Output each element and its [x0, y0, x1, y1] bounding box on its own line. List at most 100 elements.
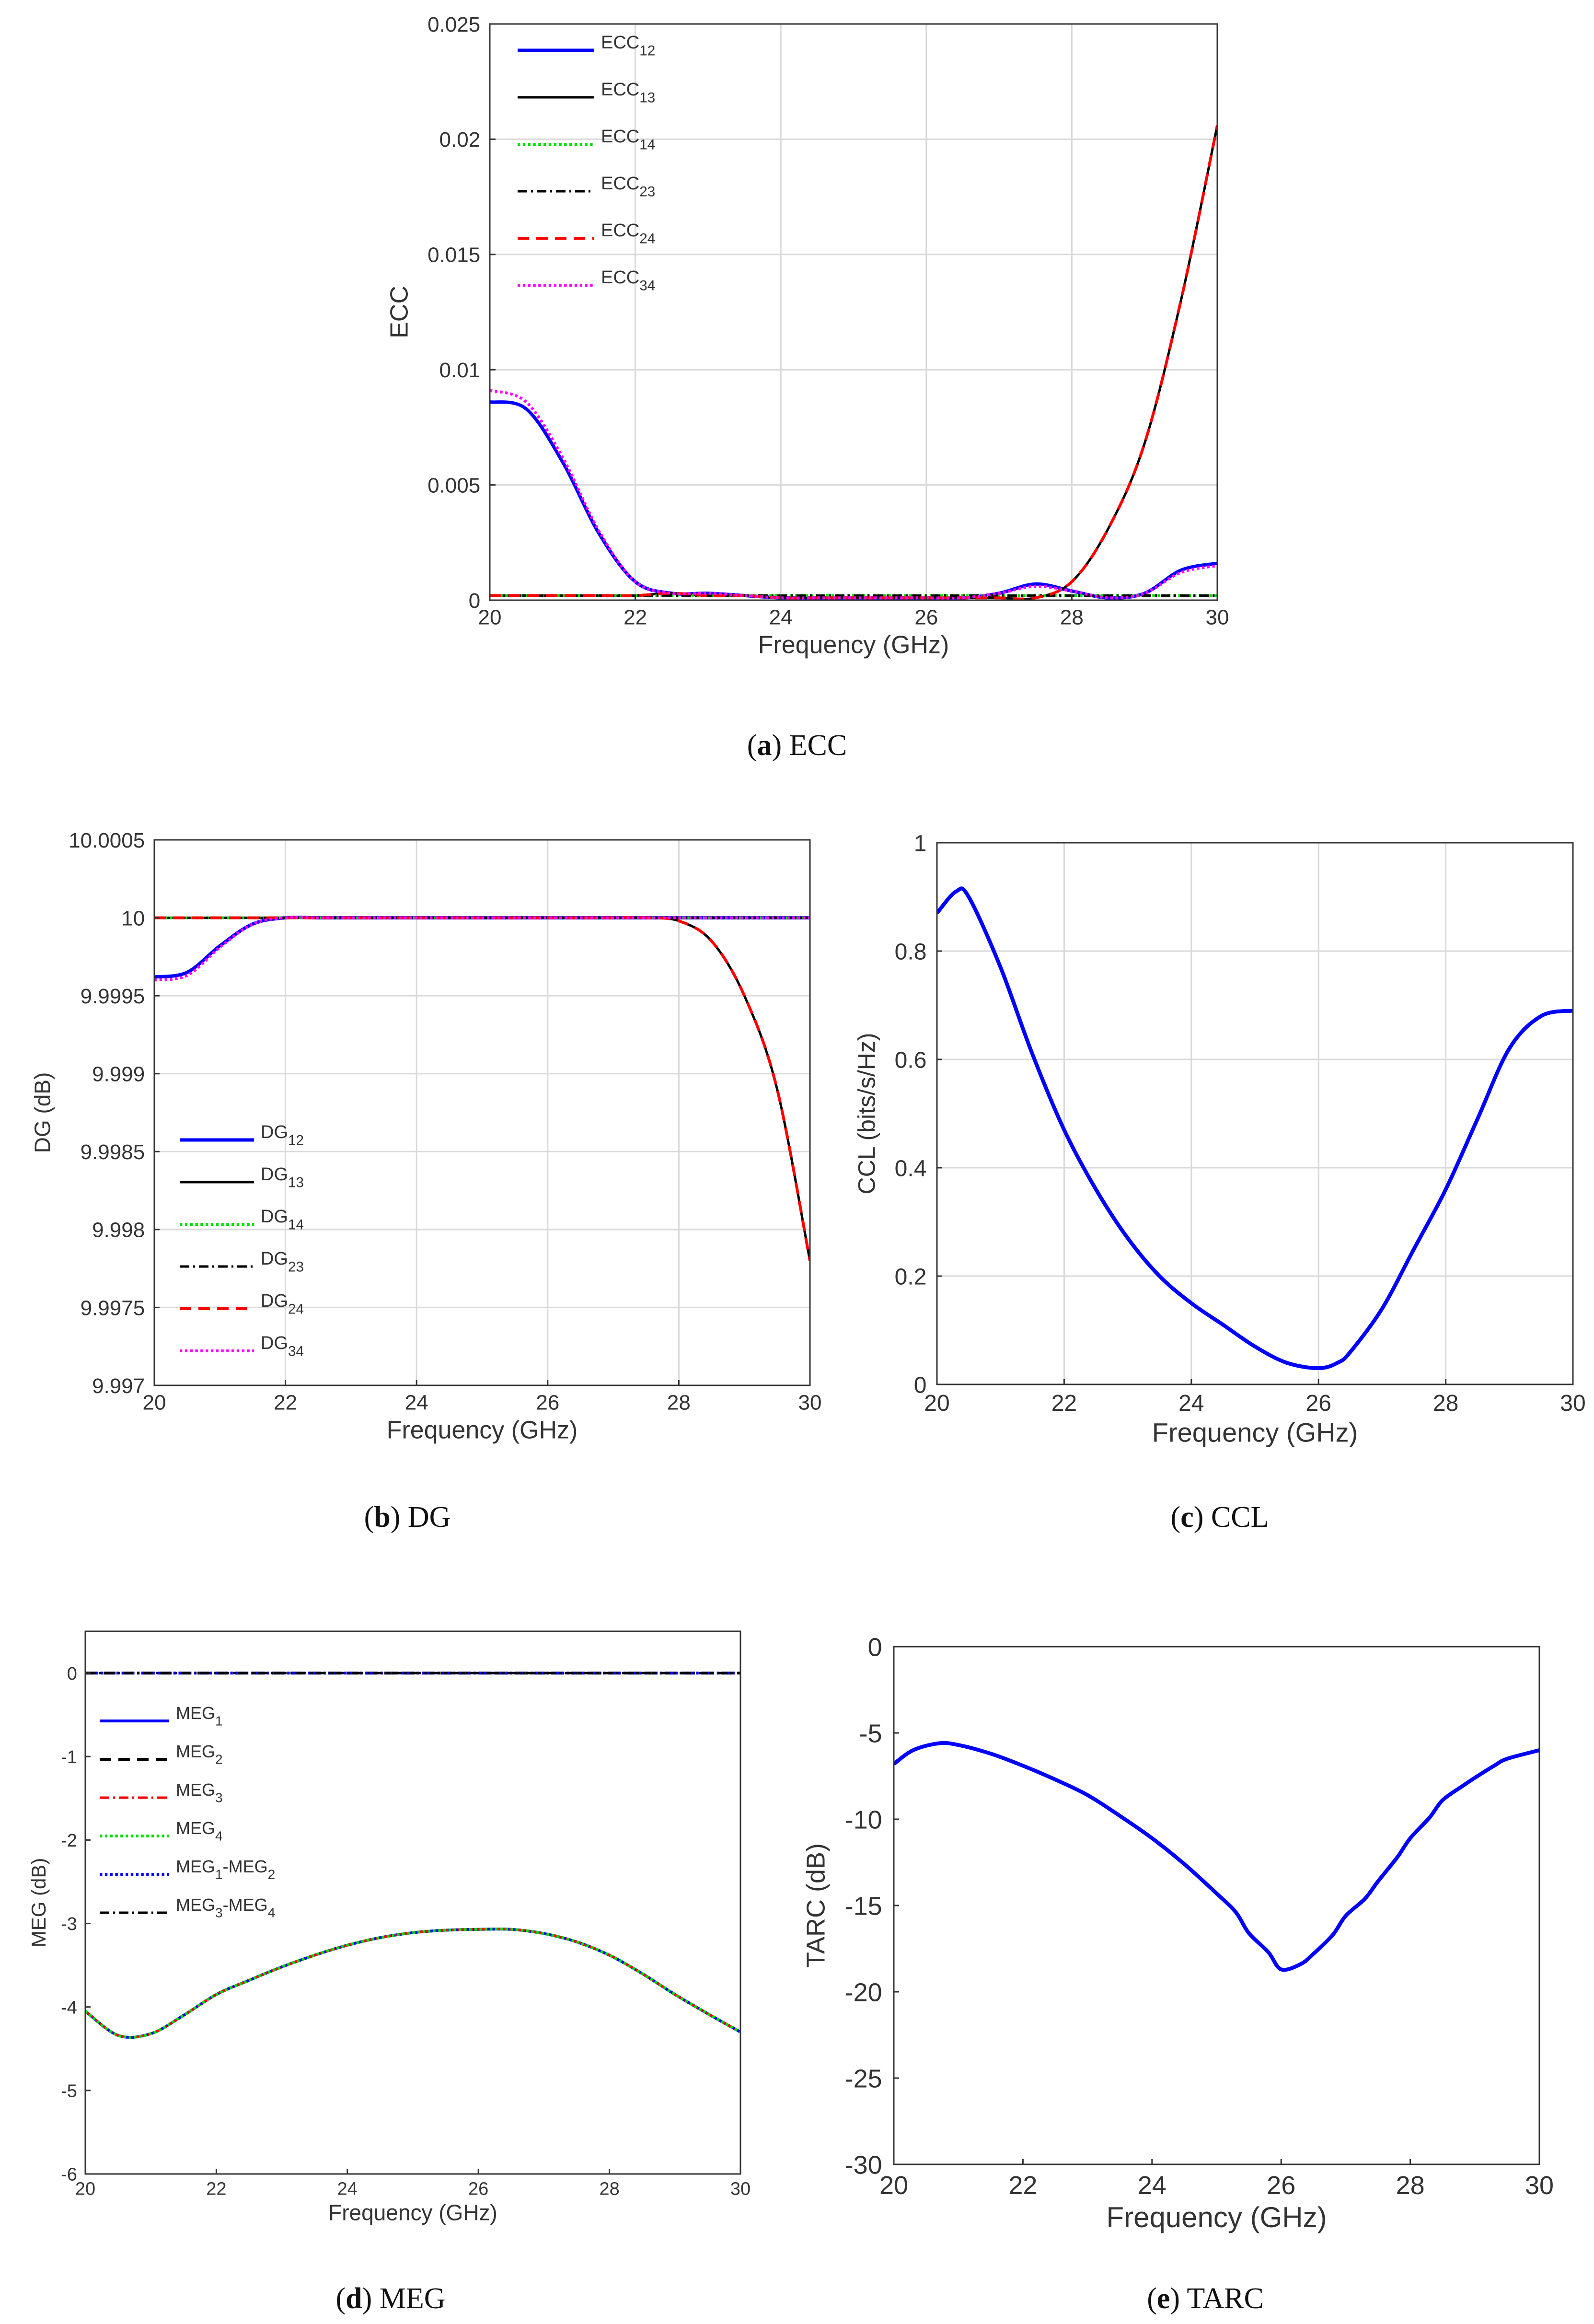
- y-tick-label: 0: [914, 1372, 927, 1398]
- axes-box: [84, 1630, 741, 2175]
- x-tick-label: 26: [914, 606, 938, 629]
- plot-area: [490, 24, 1217, 600]
- x-tick-label: 26: [1267, 2171, 1295, 2200]
- y-tick-label: 0.6: [895, 1047, 927, 1073]
- y-tick-label: -2: [61, 1831, 77, 1851]
- x-tick-label: 24: [337, 2179, 358, 2199]
- caption-d: (d) MEG: [335, 2282, 445, 2315]
- x-tick-label: 24: [1178, 1391, 1204, 1416]
- x-tick-label: 22: [1051, 1391, 1077, 1416]
- chart-panel-meg: 20 22 24 26 28 30 -6 -5 -4 -3 -2 -1 0 Frequency (GHz)…: [27, 1630, 751, 2225]
- y-tick-label: -25: [845, 2064, 882, 2093]
- x-axis-label: Frequency (GHz): [758, 631, 949, 659]
- y-tick-label: -20: [845, 1978, 882, 2007]
- x-tick-label: 28: [667, 1391, 691, 1415]
- axes-box: [489, 23, 1218, 601]
- y-axis-label: ECC: [385, 286, 413, 338]
- caption-b: (b) DG: [364, 1501, 451, 1534]
- series-line-a-5: [490, 125, 1217, 601]
- x-tick-label: 24: [405, 1391, 428, 1415]
- y-tick-label: -15: [845, 1892, 882, 1920]
- x-tick-label: 30: [1525, 2171, 1554, 2200]
- x-tick-label: 22: [624, 606, 647, 629]
- y-tick-label: 0.4: [895, 1156, 927, 1181]
- y-tick-label: -5: [61, 2081, 77, 2102]
- y-tick-label: 0.8: [895, 939, 927, 964]
- y-tick-label: -3: [61, 1914, 77, 1934]
- plot-area: [937, 843, 1573, 1384]
- y-tick-label: 0.025: [427, 13, 480, 36]
- x-tick-label: 30: [1206, 606, 1229, 629]
- y-tick-label: 9.9975: [81, 1296, 145, 1320]
- y-tick-label: 0.2: [895, 1264, 927, 1290]
- axes-box: [153, 839, 811, 1386]
- x-tick-label: 28: [1433, 1391, 1458, 1416]
- y-tick-label: 9.999: [92, 1063, 145, 1086]
- x-tick-label: 20: [75, 2179, 95, 2199]
- caption-e: (e) TARC: [1147, 2282, 1264, 2315]
- y-tick-label: 0.015: [427, 244, 480, 267]
- x-tick-label: 28: [1060, 606, 1084, 629]
- x-tick-label: 28: [1396, 2171, 1425, 2200]
- series-line-e-1: [894, 1741, 1539, 1972]
- chart-panel-ecc: 20 22 24 26 28 30 0 0.005 0.01 0.015 0.02 0.025 Freq…: [385, 13, 1229, 659]
- y-tick-label: -4: [61, 1998, 77, 2018]
- axes-box: [936, 842, 1574, 1385]
- chart-panel-dg: 20 22 24 26 28 30 9.997 9.9975 9.998 9.9985 9.999 9…: [30, 829, 821, 1444]
- y-tick-label: -30: [845, 2150, 882, 2179]
- x-tick-label: 30: [730, 2179, 751, 2199]
- y-axis-label: MEG (dB): [27, 1858, 50, 1948]
- caption-c: (c) CCL: [1171, 1501, 1269, 1534]
- y-tick-label: 1: [914, 831, 927, 856]
- x-tick-label: 22: [274, 1391, 297, 1415]
- y-tick-label: 0.02: [439, 128, 481, 151]
- chart-panel-ccl: 20 22 24 26 28 30 0 0.2 0.4 0.6 0.8 1 Frequency (GHz…: [853, 831, 1585, 1447]
- x-tick-label: 26: [536, 1391, 559, 1415]
- caption-a: (a) ECC: [747, 729, 847, 762]
- y-tick-label: 0.01: [439, 359, 481, 382]
- y-axis-label: TARC (dB): [801, 1843, 830, 1968]
- series-line-d-4: [85, 1928, 740, 2039]
- plot-area: [154, 840, 810, 1385]
- chart-panel-tarc: 20 22 24 26 28 30 -30 -25 -20 -15 -10 -5 0 Frequency …: [801, 1633, 1554, 2233]
- x-tick-label: 20: [924, 1391, 949, 1416]
- x-tick-label: 26: [468, 2179, 488, 2199]
- y-tick-label: 9.9985: [81, 1140, 145, 1164]
- y-tick-label: 9.998: [92, 1219, 145, 1242]
- x-tick-label: 26: [1306, 1391, 1331, 1416]
- y-tick-label: -10: [845, 1805, 882, 1834]
- y-tick-label: 0: [469, 589, 480, 613]
- series-line-a-6: [490, 389, 1217, 600]
- x-tick-label: 24: [769, 606, 793, 629]
- x-tick-label: 28: [599, 2179, 619, 2199]
- y-axis-label: CCL (bits/s/Hz): [853, 1033, 880, 1194]
- y-axis-label: DG (dB): [30, 1072, 55, 1153]
- plot-area: [85, 1631, 740, 2174]
- x-tick-label: 20: [879, 2171, 908, 2200]
- x-tick-label: 20: [143, 1391, 166, 1415]
- x-tick-label: 22: [206, 2179, 226, 2199]
- series-line-b-6: [154, 916, 810, 982]
- x-axis-label: Frequency (GHz): [328, 2200, 497, 2225]
- y-tick-label: 0: [67, 1664, 77, 1684]
- y-tick-label: -6: [61, 2165, 77, 2185]
- legend-entry: MEG3-MEG4: [176, 1895, 275, 1920]
- x-tick-label: 30: [1560, 1391, 1585, 1416]
- series-line-c-1: [937, 886, 1573, 1371]
- y-tick-label: -1: [61, 1747, 77, 1767]
- y-tick-label: 0.005: [427, 474, 480, 497]
- x-tick-label: 20: [478, 606, 502, 629]
- x-tick-label: 30: [798, 1391, 822, 1415]
- y-tick-label: 9.9995: [81, 985, 145, 1008]
- x-axis-label: Frequency (GHz): [1152, 1418, 1358, 1448]
- x-tick-label: 24: [1138, 2171, 1167, 2200]
- y-tick-label: 10.0005: [69, 829, 145, 852]
- y-tick-label: 10: [121, 906, 145, 930]
- y-tick-label: 9.997: [92, 1374, 145, 1398]
- plot-area: [894, 1647, 1539, 2164]
- y-tick-label: -5: [859, 1719, 882, 1748]
- x-tick-label: 22: [1008, 2171, 1037, 2200]
- y-tick-label: 0: [868, 1633, 882, 1662]
